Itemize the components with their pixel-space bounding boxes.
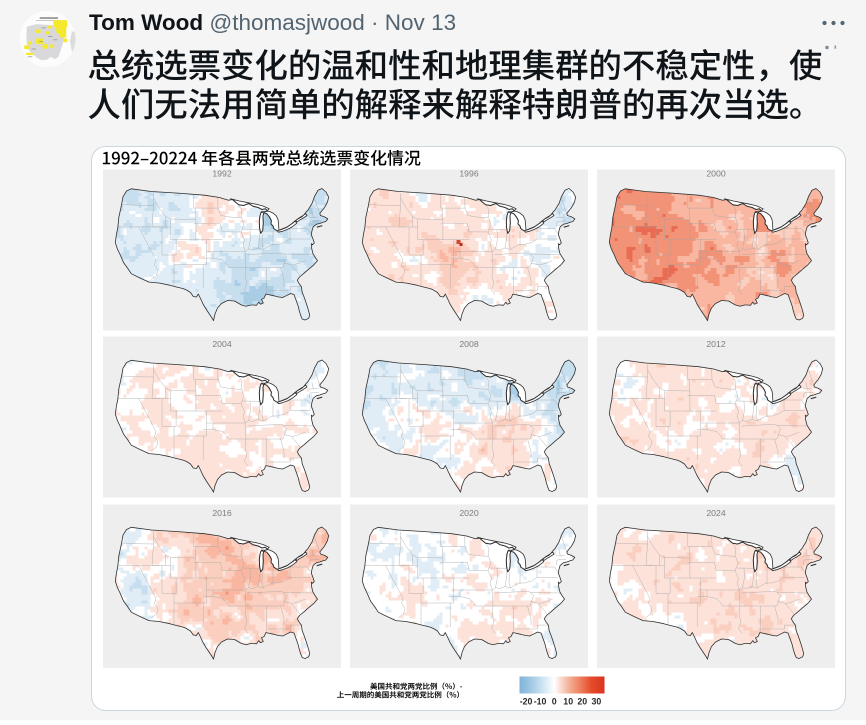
svg-text:2024: 2024: [706, 508, 725, 518]
svg-text:10: 10: [563, 697, 573, 707]
svg-text:1992: 1992: [212, 169, 231, 179]
svg-text:2008: 2008: [459, 339, 478, 349]
svg-text:2004: 2004: [212, 339, 231, 349]
svg-text:2020: 2020: [459, 508, 478, 518]
svg-text:2012: 2012: [706, 339, 725, 349]
svg-text:20: 20: [577, 697, 587, 707]
svg-text:0: 0: [552, 697, 557, 707]
svg-text:-20: -20: [520, 697, 533, 707]
svg-text:1996: 1996: [459, 169, 478, 179]
svg-text:-10: -10: [534, 697, 547, 707]
svg-text:30: 30: [592, 697, 602, 707]
svg-text:2016: 2016: [212, 508, 231, 518]
svg-text:Tom Wood @thomasjwood · Nov 13: Tom Wood @thomasjwood · Nov 13: [89, 10, 456, 35]
svg-text:2000: 2000: [706, 169, 725, 179]
